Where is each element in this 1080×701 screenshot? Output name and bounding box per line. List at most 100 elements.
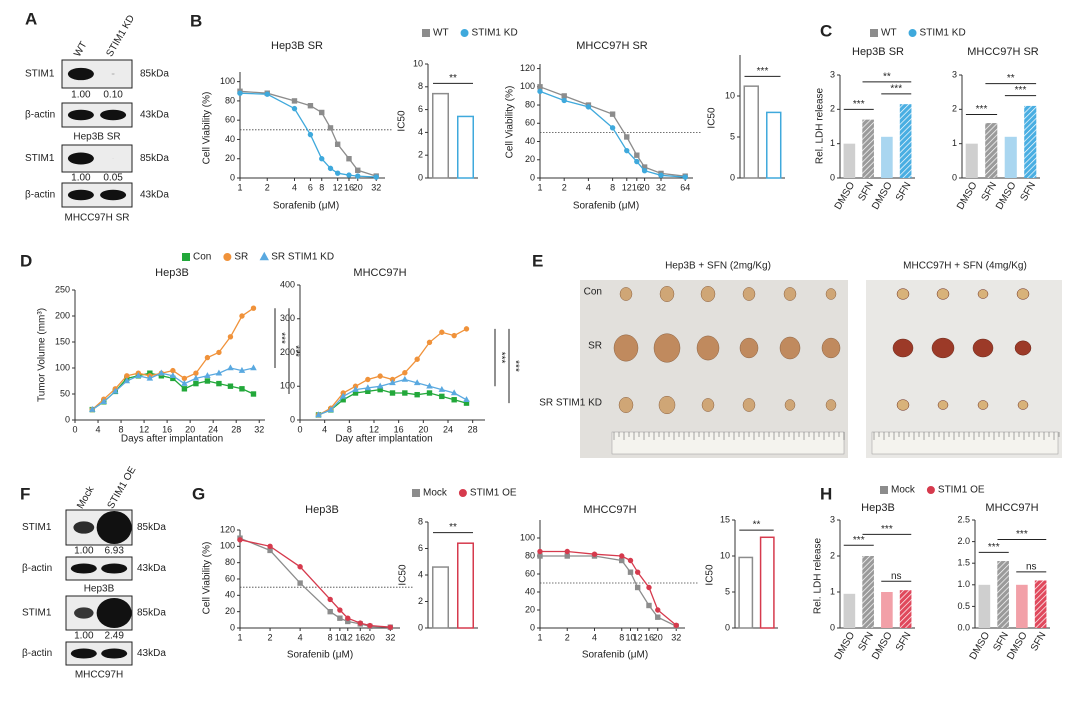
y-tick-label: 0 (730, 172, 735, 182)
significance-label: ** (1007, 73, 1015, 84)
marker (402, 370, 408, 376)
tumor (821, 337, 841, 359)
x-tick-label: 1 (237, 182, 242, 192)
x-tick-label: 32 (671, 632, 681, 642)
significance-label: *** (853, 535, 865, 546)
panel-letter: E (532, 251, 543, 270)
marker (624, 134, 630, 140)
chart-title: Hep3B (155, 267, 189, 279)
bar (843, 593, 856, 628)
y-axis-label: IC50 (397, 110, 408, 132)
y-tick-label: 120 (220, 524, 235, 534)
chart-title: MHCC97H SR (576, 40, 648, 52)
quant-label: 1.00 (71, 173, 91, 184)
chart-title: Hep3B SR (271, 40, 323, 52)
x-tick-label: 12 (633, 632, 643, 642)
x-tick-label: 20 (653, 632, 663, 642)
y-tick-label: 60 (525, 118, 535, 128)
row-label: STIM1 (25, 69, 55, 80)
row-label: STIM1 (22, 522, 52, 533)
marker (438, 385, 446, 392)
tumor (619, 287, 633, 301)
blot-frame (65, 641, 133, 666)
legend-label: Mock (423, 488, 448, 499)
x-tick-label: DMSO (994, 180, 1019, 212)
quant-label: 2.49 (104, 631, 124, 642)
marker (307, 131, 314, 138)
bar (457, 115, 474, 179)
y-tick-label: 1 (830, 138, 835, 148)
y-tick-label: 0 (530, 172, 535, 182)
marker (337, 607, 343, 613)
significance-label: *** (853, 99, 865, 110)
x-tick-label: DMSO (833, 630, 858, 662)
bar (965, 143, 978, 178)
y-axis-label: Rel. LDH release (813, 537, 824, 614)
marker (123, 377, 131, 384)
marker (458, 489, 467, 497)
marker (327, 165, 334, 172)
marker (537, 88, 543, 95)
panel-letter: B (190, 11, 202, 30)
x-tick-label: 0 (72, 424, 77, 434)
marker (100, 398, 108, 405)
row-label: β-actin (25, 110, 55, 121)
y-tick-label: 80 (225, 95, 235, 105)
marker (591, 551, 598, 557)
marker (439, 329, 445, 335)
tumor (1016, 288, 1030, 300)
legend-label: WT (433, 28, 449, 39)
tumor (825, 399, 837, 411)
quant-label: 1.00 (71, 90, 91, 101)
bar (978, 584, 991, 628)
bar (862, 556, 874, 628)
marker (89, 405, 96, 412)
size-label: 85kDa (137, 608, 166, 619)
marker (537, 84, 543, 90)
marker (204, 372, 211, 379)
bar (881, 136, 893, 178)
x-tick-label: 4 (322, 424, 327, 434)
bar (985, 123, 998, 178)
marker (112, 387, 119, 394)
y-tick-label: 15 (720, 514, 730, 524)
significance-label: *** (881, 524, 893, 535)
x-tick-label: SFN (894, 630, 914, 653)
bar (997, 561, 1009, 628)
marker (926, 486, 935, 494)
marker (414, 356, 420, 362)
y-tick-label: 200 (280, 347, 295, 357)
y-tick-label: 40 (225, 590, 235, 600)
x-tick-label: 20 (640, 182, 650, 192)
tumor (896, 288, 910, 300)
y-tick-label: 2 (830, 104, 835, 114)
marker (619, 553, 625, 559)
y-tick-label: 8 (418, 81, 423, 91)
bar (759, 536, 775, 629)
x-tick-label: 2 (268, 632, 273, 642)
tumor (972, 338, 994, 358)
marker (135, 372, 142, 379)
bar (1024, 105, 1037, 178)
marker (355, 173, 361, 179)
marker (376, 382, 384, 389)
y-tick-label: 100 (520, 532, 535, 542)
bar (432, 566, 449, 629)
x-tick-label: 64 (680, 182, 690, 192)
marker (227, 334, 234, 340)
y-tick-label: 0 (952, 172, 957, 182)
tumor (936, 288, 950, 300)
x-tick-label: 32 (371, 182, 381, 192)
blot-caption: MHCC97H (75, 670, 123, 681)
marker (564, 553, 570, 559)
marker (451, 397, 457, 403)
marker (414, 391, 420, 398)
tumor (892, 338, 914, 358)
y-tick-label: 2 (418, 596, 423, 606)
marker (609, 125, 616, 131)
blot-band (67, 189, 94, 201)
tumor (658, 395, 676, 415)
x-tick-label: 4 (292, 182, 297, 192)
x-tick-label: 2 (565, 632, 570, 642)
x-axis-label: Sorafenib (μM) (582, 650, 648, 661)
